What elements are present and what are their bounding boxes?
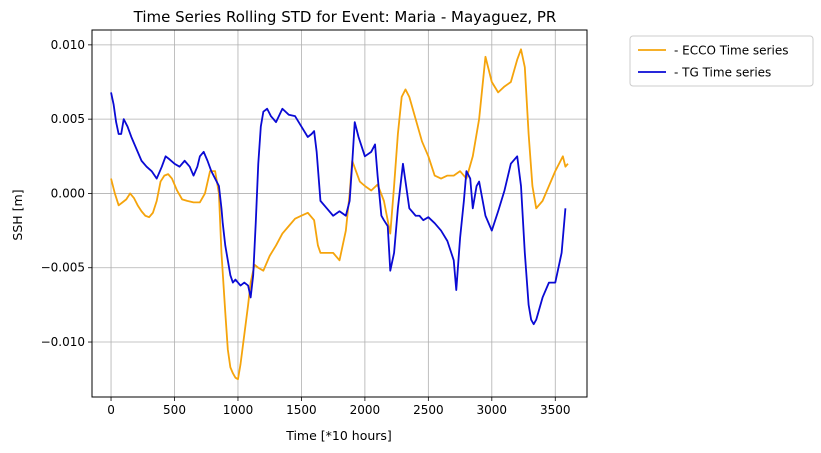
x-tick-label: 1000 (223, 403, 254, 417)
series-lines (110, 48, 569, 381)
x-axis-ticks: 0 500 1000 1500 2000 2500 3000 3500 (107, 397, 571, 417)
x-tick-label: 3500 (540, 403, 571, 417)
x-tick-label: 2000 (350, 403, 381, 417)
y-tick-label: 0.000 (51, 186, 85, 200)
y-tick-label: 0.010 (51, 38, 85, 52)
plot-frame (91, 29, 588, 398)
y-axis-label: SSH [m] (10, 189, 25, 240)
plot-area (91, 29, 588, 398)
legend-label-1: - TG Time series (674, 66, 771, 80)
x-tick-label: 2500 (413, 403, 444, 417)
y-tick-label: −0.010 (41, 335, 85, 349)
x-axis-label: Time [*10 hours] (285, 428, 392, 443)
x-tick-label: 1500 (286, 403, 317, 417)
y-tick-label: 0.005 (51, 112, 85, 126)
series-line-1 (110, 92, 567, 326)
legend-label-0: - ECCO Time series (674, 44, 788, 58)
series-line-0 (110, 48, 569, 381)
x-tick-label: 3000 (477, 403, 508, 417)
y-tick-label: −0.005 (41, 261, 85, 275)
y-axis-ticks: −0.010 −0.005 0.000 0.005 0.010 (41, 38, 92, 349)
x-tick-label: 0 (107, 403, 115, 417)
legend-box (629, 35, 814, 87)
x-tick-label: 500 (163, 403, 186, 417)
legend: - ECCO Time series - TG Time series (629, 35, 814, 87)
chart-title: Time Series Rolling STD for Event: Maria… (133, 8, 557, 26)
